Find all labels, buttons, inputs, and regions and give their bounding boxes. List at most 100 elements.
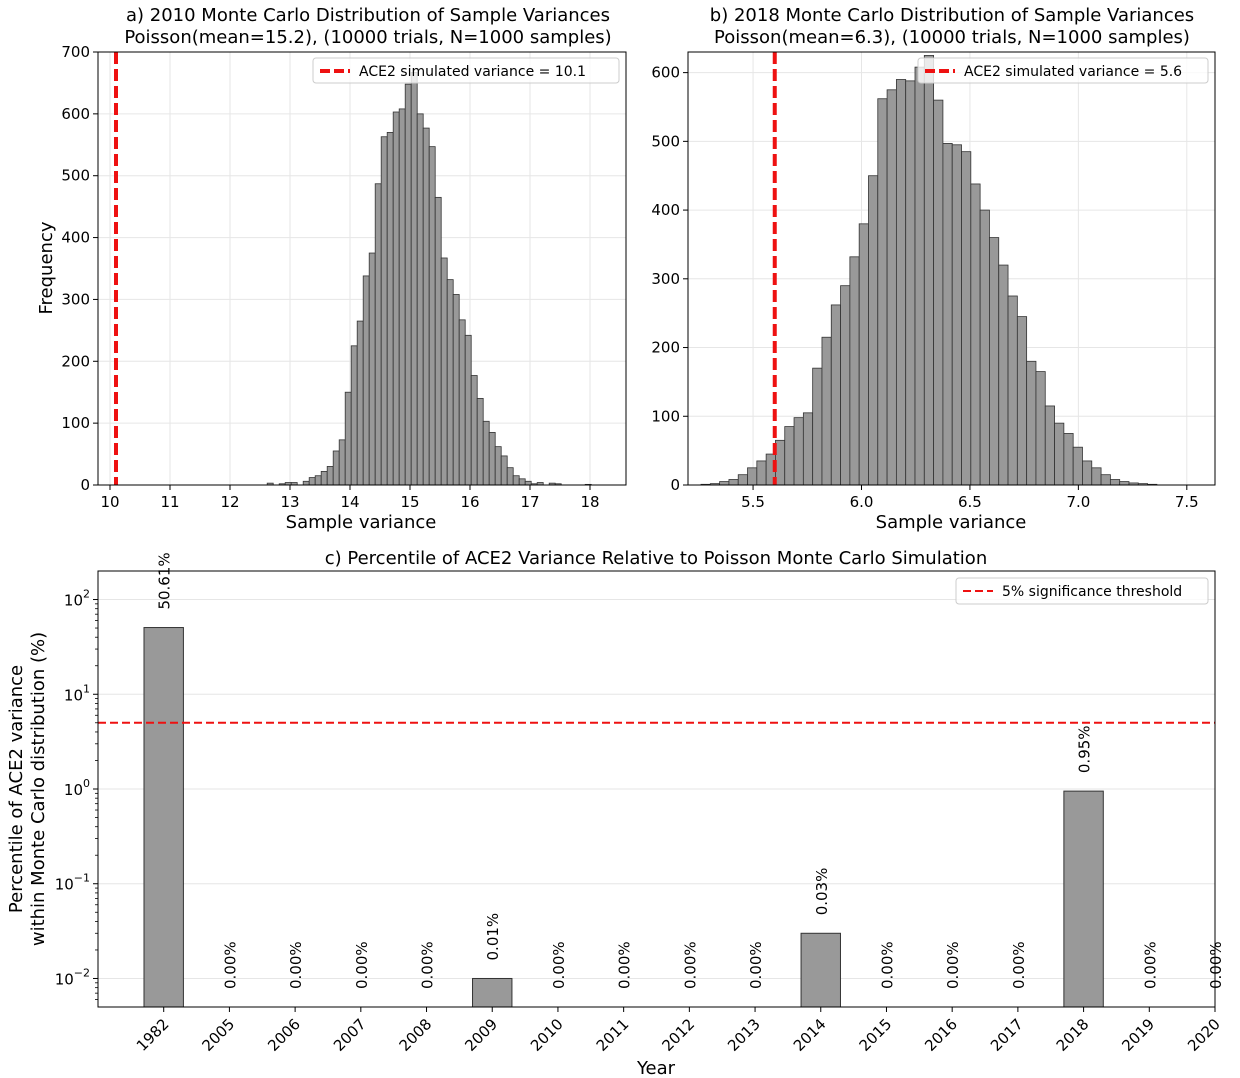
c-xtick-label: 2005 xyxy=(199,1015,239,1055)
b-histogram-bar xyxy=(998,264,1009,486)
a-histogram-bar xyxy=(338,439,346,486)
c-xtick-label: 2007 xyxy=(330,1015,370,1055)
c-value-label: 0.00% xyxy=(681,941,699,989)
c-bar-2018 xyxy=(1063,790,1104,1008)
b-histogram-bar xyxy=(877,98,888,486)
c-ytick-exponent: −1 xyxy=(74,872,90,885)
panel-b-legend-label: ACE2 simulated variance = 5.6 xyxy=(964,64,1182,80)
c-value-label: 0.95% xyxy=(1076,725,1094,773)
a-ytick-label: 600 xyxy=(61,105,90,123)
b-histogram-bar xyxy=(858,223,869,486)
panel-a-title-line1: a) 2010 Monte Carlo Distribution of Samp… xyxy=(126,5,610,26)
b-histogram-bar xyxy=(830,304,841,486)
panel-c-xlabel: Year xyxy=(636,1058,676,1078)
a-histogram-bar xyxy=(326,466,334,486)
c-ytick-exponent: 2 xyxy=(83,588,90,601)
c-xtick-label: 2014 xyxy=(790,1015,830,1055)
a-histogram-bar xyxy=(410,72,418,486)
c-xtick-label: 2008 xyxy=(396,1015,436,1055)
b-histogram-bar xyxy=(951,144,962,486)
a-histogram-bar xyxy=(440,257,448,486)
a-histogram-bar xyxy=(524,480,532,486)
c-xtick-label: 2016 xyxy=(921,1015,961,1055)
a-histogram-bar xyxy=(314,475,322,486)
c-ytick-base: 10 xyxy=(55,970,74,988)
panel-a-legend: ACE2 simulated variance = 10.1 xyxy=(312,57,620,84)
b-histogram-bar xyxy=(802,412,814,486)
panel-a-legend-label: ACE2 simulated variance = 10.1 xyxy=(359,64,586,80)
c-bar-2014 xyxy=(800,932,841,1008)
c-ytick-label: 10−1 xyxy=(55,872,90,894)
c-ytick-exponent: 0 xyxy=(83,777,90,790)
c-value-label: 0.00% xyxy=(878,941,896,989)
a-histogram-bar xyxy=(362,275,370,486)
b-histogram-bar xyxy=(895,79,907,486)
c-xtick-label: 2017 xyxy=(987,1015,1027,1055)
b-histogram-bar xyxy=(756,460,767,486)
a-histogram-bar xyxy=(416,113,424,486)
panel-c-value-labels: 50.61% 0.00% 0.00% 0.00% 0.00% 0.01% 0.00% 0.00… xyxy=(156,552,1225,989)
a-xtick-label: 13 xyxy=(280,493,299,511)
c-value-label: 0.00% xyxy=(1141,941,1159,989)
a-ytick-label: 400 xyxy=(61,229,90,247)
b-histogram-bar xyxy=(914,66,925,486)
c-xtick-label: 2012 xyxy=(658,1015,698,1055)
c-value-label: 0.01% xyxy=(484,913,502,961)
a-histogram-bar xyxy=(350,345,358,486)
panel-b-legend: ACE2 simulated variance = 5.6 xyxy=(917,57,1209,84)
c-value-label: 0.00% xyxy=(1010,941,1028,989)
b-histogram-bar xyxy=(979,209,990,486)
a-xtick-label: 12 xyxy=(220,493,239,511)
a-histogram-bar xyxy=(458,319,466,486)
c-xtick-label: 2020 xyxy=(1184,1015,1224,1055)
b-histogram-bar xyxy=(1119,481,1130,486)
b-histogram-bar xyxy=(775,439,786,486)
c-ytick-base: 10 xyxy=(55,876,74,894)
a-xtick-label: 17 xyxy=(520,493,539,511)
b-histogram-bar xyxy=(886,89,897,486)
panel-b-bars xyxy=(700,55,1158,486)
b-histogram-bar xyxy=(1072,446,1083,486)
b-histogram-bar xyxy=(989,237,1000,486)
a-histogram-bar xyxy=(392,111,400,486)
b-histogram-bar xyxy=(1016,316,1028,486)
a-histogram-bar xyxy=(512,475,520,486)
panel-a-title-line2: Poisson(mean=15.2), (10000 trials, N=100… xyxy=(124,27,611,48)
b-histogram-bar xyxy=(728,479,739,486)
c-ytick-base: 10 xyxy=(64,781,83,799)
panel-c-ylabel-line1: Percentile of ACE2 variance xyxy=(6,665,27,913)
panel-c-title: c) Percentile of ACE2 Variance Relative … xyxy=(325,548,987,569)
panel-b-ticks: 5.5 6.0 6.5 7.0 7.5 0 100 200 300 400 500 600 xyxy=(651,64,1198,511)
b-histogram-bar xyxy=(840,285,851,486)
a-ytick-label: 300 xyxy=(61,290,90,308)
a-histogram-bar xyxy=(506,467,514,486)
c-value-label: 0.00% xyxy=(287,941,305,989)
b-histogram-bar xyxy=(812,367,823,486)
a-histogram-bar xyxy=(464,334,472,486)
b-histogram-bar xyxy=(821,336,832,486)
b-histogram-bar xyxy=(1007,295,1018,486)
a-histogram-bar xyxy=(302,480,310,486)
b-histogram-bar xyxy=(1109,479,1121,486)
b-histogram-bar xyxy=(868,175,879,486)
a-histogram-bar xyxy=(320,470,328,486)
c-bar-2009 xyxy=(472,977,513,1008)
b-histogram-bar xyxy=(933,99,944,486)
b-histogram-bar xyxy=(1054,422,1065,486)
a-histogram-bar xyxy=(470,375,478,486)
c-ytick-label: 10−2 xyxy=(55,966,90,988)
b-histogram-bar xyxy=(747,467,758,486)
panel-c-percentile-chart: c) Percentile of ACE2 Variance Relative … xyxy=(6,548,1225,1078)
b-xtick-label: 5.5 xyxy=(741,493,765,511)
b-ytick-label: 400 xyxy=(651,201,680,219)
c-value-label: 50.61% xyxy=(156,552,174,609)
a-histogram-bar xyxy=(344,391,352,486)
panel-b-frame xyxy=(687,51,1216,486)
a-xtick-label: 16 xyxy=(460,493,479,511)
a-xtick-label: 14 xyxy=(340,493,359,511)
b-histogram-bar xyxy=(719,481,730,486)
b-ytick-label: 300 xyxy=(651,270,680,288)
b-histogram-bar xyxy=(1044,405,1055,486)
c-ytick-base: 10 xyxy=(64,592,83,610)
